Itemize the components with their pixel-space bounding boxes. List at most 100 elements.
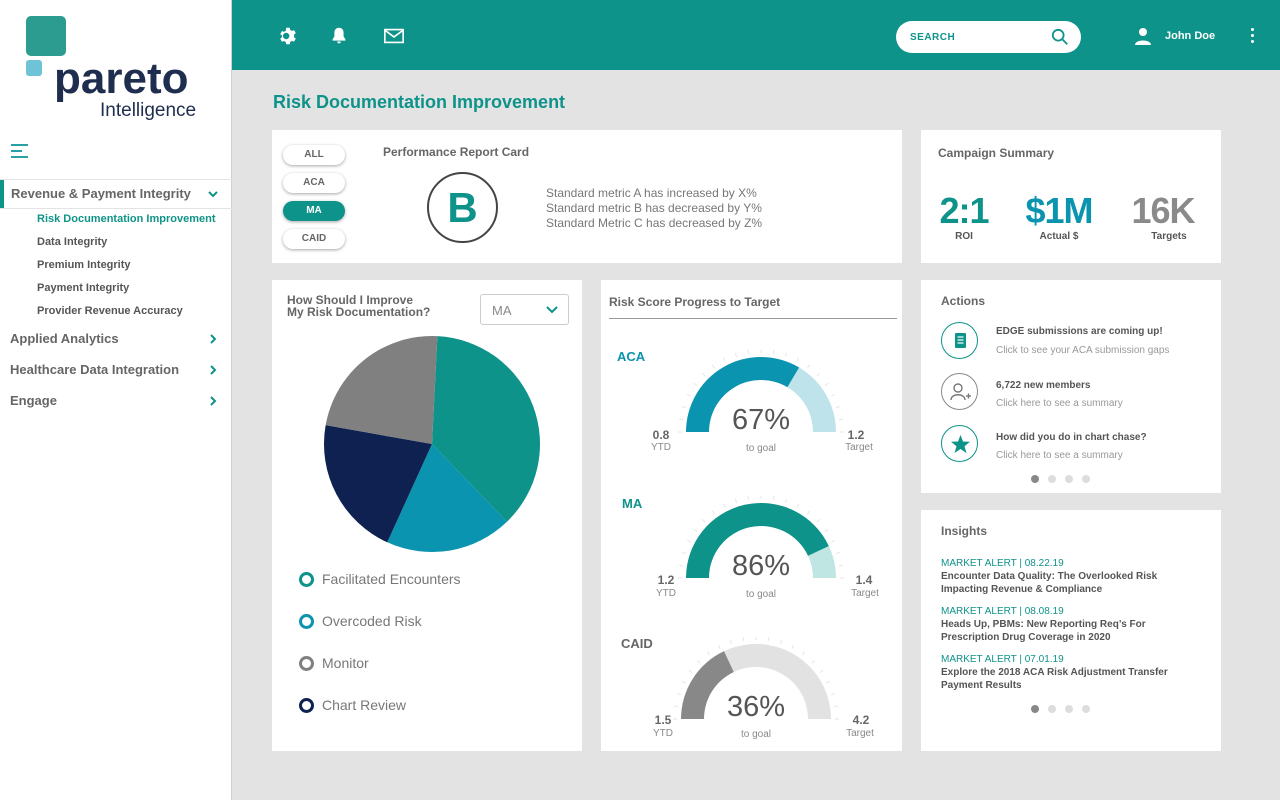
pagination-dot[interactable] <box>1031 475 1039 483</box>
nav-engage[interactable]: Engage <box>0 387 232 415</box>
gauge-progress-arc <box>681 651 734 719</box>
receipt-icon[interactable] <box>941 322 978 359</box>
improve-title-line1: How Should I Improve <box>287 293 414 307</box>
actions-pagination[interactable] <box>1031 475 1111 483</box>
gauge-tick <box>831 393 836 397</box>
gauge-tick <box>706 651 710 656</box>
pagination-dot[interactable] <box>1031 705 1039 713</box>
legend-marker <box>299 572 314 587</box>
top-bar: SEARCH John Doe <box>232 0 1280 70</box>
nav-healthcare-data-integration[interactable]: Healthcare Data Integration <box>0 356 232 384</box>
page-title: Risk Documentation Improvement <box>273 92 566 112</box>
gauge-remaining-arc <box>787 367 836 432</box>
legend-marker <box>299 656 314 671</box>
gauge-tick <box>678 418 684 421</box>
pagination-dot[interactable] <box>1082 475 1090 483</box>
pagination-dot[interactable] <box>1048 475 1056 483</box>
search-icon[interactable] <box>1051 28 1069 46</box>
gauge-tick <box>831 539 836 543</box>
gauge-progress-arc <box>686 357 800 432</box>
gauge-tick <box>824 528 829 532</box>
gauge-ma-ytd-value: 1.2 <box>657 573 675 587</box>
divider <box>0 208 232 209</box>
gauge-aca-to-goal: to goal <box>745 443 777 454</box>
logo-mark-small <box>26 60 42 76</box>
gauge-tick <box>722 357 726 362</box>
gauge-ma-ytd-label: YTD <box>656 588 676 599</box>
filter-caid[interactable]: CAID <box>283 229 345 249</box>
insights-pagination[interactable] <box>1031 705 1111 713</box>
kpi-targets-label: Targets <box>1151 231 1187 242</box>
gauge-ma-target-value: 1.4 <box>855 573 873 587</box>
more-options-icon[interactable] <box>1249 28 1255 46</box>
gauge-ma-target-label: Target <box>851 588 879 599</box>
filter-all[interactable]: ALL <box>283 145 345 165</box>
gauge-tick <box>835 551 841 555</box>
user-name: John Doe <box>1165 30 1216 42</box>
pagination-dot[interactable] <box>1048 705 1056 713</box>
filter-aca[interactable]: ACA <box>283 173 345 193</box>
pie-slice-monitor[interactable] <box>325 336 438 444</box>
insight-link[interactable]: Encounter Data Quality: The Overlooked R… <box>941 571 1158 595</box>
kpi-actual-label: Actual $ <box>1039 231 1079 242</box>
gauge-remaining-arc <box>724 644 831 719</box>
insight-date: MARKET ALERT | 08.08.19 <box>941 606 1064 617</box>
divider <box>609 318 897 319</box>
divider <box>0 179 232 180</box>
gauge-caid-label: CAID <box>621 636 653 651</box>
action-link[interactable]: Click here to see a summary <box>996 450 1123 461</box>
menu-toggle-icon[interactable] <box>11 144 28 158</box>
insights-title: Insights <box>941 524 988 538</box>
gauge-tick <box>686 393 691 397</box>
insight-link[interactable]: Explore the 2018 ACA Risk Adjustment Tra… <box>941 667 1168 691</box>
gauge-tick <box>673 705 679 708</box>
search-bar[interactable]: SEARCH <box>896 21 1081 53</box>
bell-icon[interactable] <box>328 25 350 47</box>
pie-slice-facilitated-encounters[interactable] <box>432 336 540 522</box>
gear-icon[interactable] <box>277 25 299 47</box>
nav-payment-integrity[interactable]: Payment Integrity <box>37 282 130 294</box>
gauge-tick <box>784 498 788 504</box>
program-select[interactable]: MA <box>480 294 569 325</box>
logo-wordmark: pareto <box>54 54 189 103</box>
sidebar: pareto Intelligence Revenue & Payment In… <box>0 0 232 800</box>
gauge-tick <box>742 637 745 642</box>
gauge-tick <box>767 637 770 642</box>
pagination-dot[interactable] <box>1065 475 1073 483</box>
search-input[interactable]: SEARCH <box>910 32 956 43</box>
nav-risk-documentation-improvement[interactable]: Risk Documentation Improvement <box>37 213 216 225</box>
metric-line: Standard metric B has decreased by Y% <box>546 201 762 215</box>
nav-premium-integrity[interactable]: Premium Integrity <box>37 259 131 271</box>
gauge-tick <box>779 639 783 645</box>
action-link[interactable]: Click here to see a summary <box>996 398 1123 409</box>
risk-score-progress-card: Risk Score Progress to Target ACA 67% to… <box>601 280 902 751</box>
gauge-caid-target-value: 4.2 <box>852 713 870 727</box>
nav-applied-analytics[interactable]: Applied Analytics <box>0 325 232 353</box>
gauge-remaining-arc <box>808 546 836 578</box>
metric-line: Standard Metric C has decreased by Z% <box>546 216 763 230</box>
gauge-aca-ytd-label: YTD <box>651 442 671 453</box>
insight-link[interactable]: Heads Up, PBMs: New Reporting Req’s For … <box>941 619 1146 643</box>
pagination-dot[interactable] <box>1082 705 1090 713</box>
kpi-roi-value: 2:1 <box>939 190 989 231</box>
gauge-tick <box>830 692 836 696</box>
nav-data-integrity[interactable]: Data Integrity <box>37 236 108 248</box>
nav-section-label: Revenue & Payment Integrity <box>11 186 191 201</box>
add-user-icon[interactable] <box>941 373 978 410</box>
gauge-tick <box>784 352 788 358</box>
pie-slice-overcoded-risk[interactable] <box>387 444 507 552</box>
action-link[interactable]: Click to see your ACA submission gaps <box>996 345 1170 356</box>
mail-icon[interactable] <box>382 25 406 47</box>
gauge-tick <box>734 352 738 358</box>
pagination-dot[interactable] <box>1065 705 1073 713</box>
nav-provider-revenue-accuracy[interactable]: Provider Revenue Accuracy <box>37 305 183 317</box>
gauge-progress-arc <box>686 502 829 578</box>
pareto-logo[interactable]: pareto Intelligence <box>24 16 214 126</box>
nav-revenue-payment-integrity[interactable]: Revenue & Payment Integrity <box>0 180 232 208</box>
pie-slice-chart-review[interactable] <box>324 425 432 543</box>
gauge-tick <box>807 510 811 515</box>
chevron-right-icon <box>210 365 217 375</box>
filter-ma[interactable]: MA <box>283 201 345 221</box>
gauge-caid <box>673 637 839 720</box>
star-icon[interactable] <box>941 425 978 462</box>
